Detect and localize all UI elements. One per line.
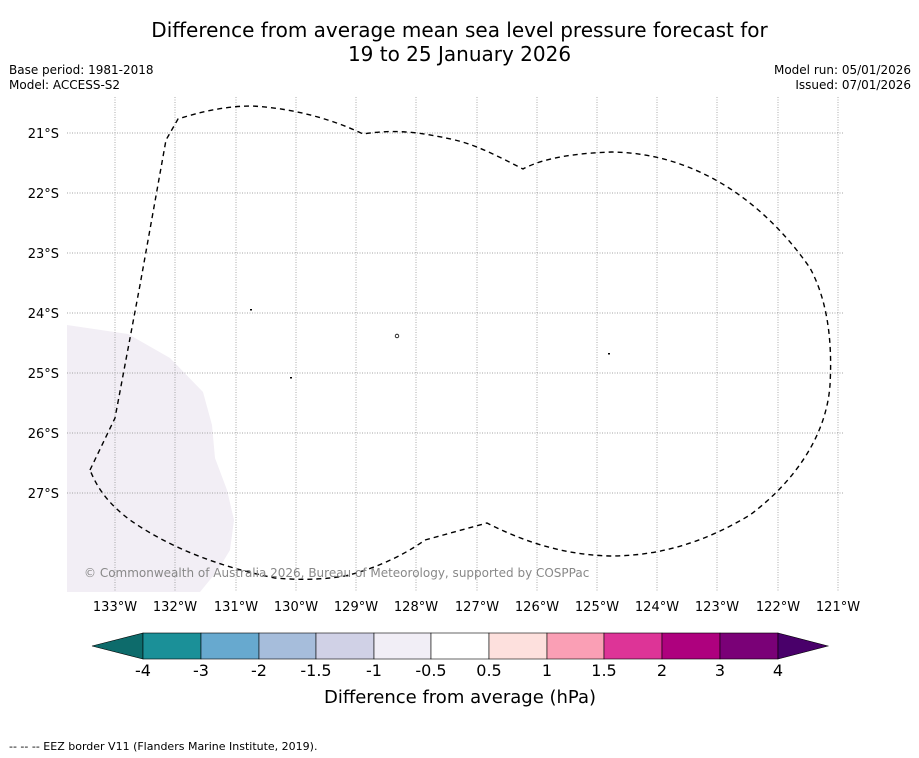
graticule [67, 97, 843, 592]
title-line-1: Difference from average mean sea level p… [151, 18, 768, 42]
colorbar-ticks: -4 -3 -2 -1.5 -1 -0.5 0.5 1 1.5 2 3 4 [135, 661, 783, 680]
colorbar-tick: 0.5 [476, 661, 501, 680]
lon-label: 133°W [93, 600, 137, 615]
colorbar-tick: -1 [366, 661, 382, 680]
colorbar-tick: 4 [773, 661, 783, 680]
eez-footnote: -- -- -- EEZ border V11 (Flanders Marine… [9, 740, 318, 753]
island-dot [608, 353, 610, 355]
colorbar-segment [142, 632, 202, 660]
map-title: Difference from average mean sea level p… [0, 18, 919, 66]
islands [250, 309, 610, 379]
model-run: Model run: 05/01/2026 [773, 63, 911, 77]
model-name: Model: ACCESS-S2 [9, 78, 121, 92]
title-line-2: 19 to 25 January 2026 [347, 42, 572, 66]
lon-label: 129°W [334, 600, 378, 615]
lon-label: 128°W [394, 600, 438, 615]
colorbar-label: Difference from average (hPa) [324, 687, 596, 708]
lat-label: 24°S [28, 307, 59, 322]
colorbar-tick: -3 [193, 661, 209, 680]
island-dot [250, 309, 252, 311]
colorbar-segment [258, 632, 317, 660]
lat-label: 23°S [28, 247, 59, 262]
lon-label: 122°W [756, 600, 800, 615]
colorbar-tick: 2 [657, 661, 667, 680]
colorbar-tick: -1.5 [300, 661, 331, 680]
island-dot [290, 377, 292, 379]
lon-label: 130°W [274, 600, 318, 615]
lat-label: 21°S [28, 127, 59, 142]
lat-label: 25°S [28, 367, 59, 382]
colorbar-segment [661, 632, 721, 660]
colorbar-tick: -2 [251, 661, 267, 680]
base-period: Base period: 1981-2018 [9, 63, 154, 77]
colorbar-segment [373, 632, 432, 660]
colorbar-segment [200, 632, 260, 660]
colorbar-tick: -4 [135, 661, 151, 680]
lon-label: 131°W [214, 600, 258, 615]
lat-label: 27°S [28, 487, 59, 502]
lon-labels: 133°W 132°W 131°W 130°W 129°W 128°W 127°… [93, 600, 860, 615]
meta-left: Base period: 1981-2018 Model: ACCESS-S2 [9, 63, 154, 93]
lon-label: 125°W [575, 600, 619, 615]
lon-label: 121°W [816, 600, 860, 615]
lat-label: 22°S [28, 187, 59, 202]
colorbar-segment [603, 632, 663, 660]
colorbar-tick: 3 [715, 661, 725, 680]
lat-labels: 21°S 22°S 23°S 24°S 25°S 26°S 27°S [28, 127, 59, 502]
colorbar-tick: 1 [542, 661, 552, 680]
colorbar-max-arrow [777, 632, 830, 660]
copyright-text: © Commonwealth of Australia 2026, Bureau… [84, 566, 589, 580]
lon-label: 127°W [455, 600, 499, 615]
colorbar-segment [430, 632, 490, 660]
lon-label: 123°W [695, 600, 739, 615]
issued-date: Issued: 07/01/2026 [795, 78, 911, 92]
colorbar-tick: 1.5 [591, 661, 616, 680]
anomaly-region [67, 325, 234, 592]
lon-label: 126°W [515, 600, 559, 615]
lon-label: 124°W [635, 600, 679, 615]
colorbar-segment [488, 632, 548, 660]
eez-border [89, 105, 832, 581]
colorbar-segment [546, 632, 605, 660]
lon-label: 132°W [153, 600, 197, 615]
colorbar-tick: -0.5 [415, 661, 446, 680]
colorbar-min-arrow [91, 632, 144, 660]
colorbar: -4 -3 -2 -1.5 -1 -0.5 0.5 1 1.5 2 3 4 Di… [91, 632, 830, 708]
island-ring [394, 333, 400, 339]
meta-right: Model run: 05/01/2026 Issued: 07/01/2026 [774, 63, 911, 93]
colorbar-segment [315, 632, 375, 660]
colorbar-segment [719, 632, 779, 660]
lat-label: 26°S [28, 427, 59, 442]
